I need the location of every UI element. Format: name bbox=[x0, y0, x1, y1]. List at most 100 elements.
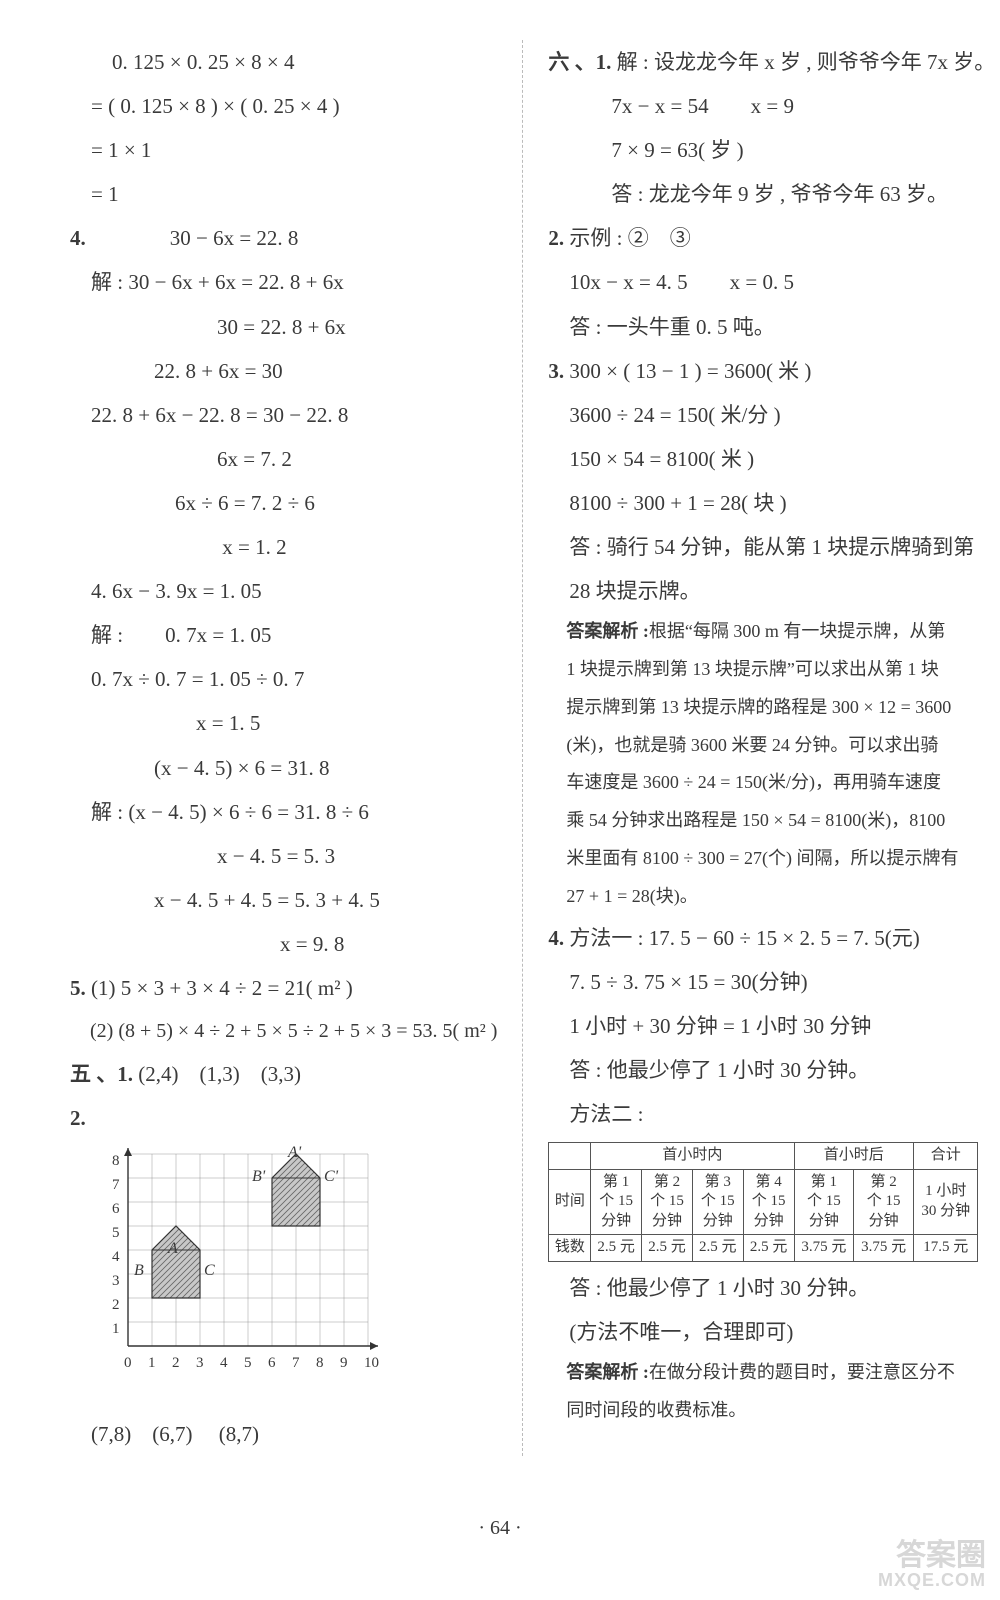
text: 车速度是 3600 ÷ 24 = 150(米/分)，再用骑车速度 bbox=[548, 764, 978, 802]
text: 方法一 : 17. 5 − 60 ÷ 15 × 2. 5 = 7. 5(元) bbox=[569, 926, 919, 950]
expr: 150 × 54 = 8100( 米 ) bbox=[548, 437, 978, 481]
expr: 解 : 0. 7x = 1. 05 bbox=[70, 613, 497, 657]
text: 在做分段计费的题目时，要注意区分不 bbox=[649, 1362, 955, 1382]
table-cell: 第 1 个 15 分钟 bbox=[794, 1169, 854, 1235]
expr: 22. 8 + 6x = 30 bbox=[70, 349, 497, 393]
row-label: 钱数 bbox=[549, 1235, 591, 1262]
expr: = 1 bbox=[70, 172, 497, 216]
table-cell: 2.5 元 bbox=[591, 1235, 642, 1262]
label-2: 2. bbox=[548, 226, 564, 250]
expr: 0. 125 × 0. 25 × 8 × 4 bbox=[70, 40, 497, 84]
text: 乘 54 分钟求出路程是 150 × 54 = 8100(米)，8100 bbox=[548, 802, 978, 840]
table-cell: 第 2 个 15 分钟 bbox=[854, 1169, 914, 1235]
q5: 5. (1) 5 × 3 + 3 × 4 ÷ 2 = 21( m² ) bbox=[70, 966, 497, 1010]
column-divider bbox=[522, 40, 523, 1456]
label-5: 5. bbox=[70, 976, 86, 1000]
table-row: 首小时内 首小时后 合计 bbox=[549, 1143, 978, 1170]
th-total: 合计 bbox=[914, 1143, 978, 1170]
label-4: 4. bbox=[548, 926, 564, 950]
expr: 7. 5 ÷ 3. 75 × 15 = 30(分钟) bbox=[548, 960, 978, 1004]
analysis: 答案解析 :根据“每隔 300 m 有一块提示牌，从第 bbox=[548, 613, 978, 651]
expr: 10x − x = 4. 5 x = 0. 5 bbox=[548, 260, 978, 304]
table-cell: 第 3 个 15 分钟 bbox=[692, 1169, 743, 1235]
analysis-label: 答案解析 : bbox=[548, 1362, 649, 1382]
page-number: · 64 · bbox=[0, 1517, 1000, 1540]
pt-C: C bbox=[204, 1254, 215, 1288]
label-sec6: 六 、1. bbox=[548, 50, 611, 74]
coords-text: (7,8) (6,7) (8,7) bbox=[91, 1422, 259, 1446]
label-4: 4. bbox=[70, 226, 86, 250]
expr: 8100 ÷ 300 + 1 = 28( 块 ) bbox=[548, 481, 978, 525]
answer: 答 : 一头牛重 0. 5 吨。 bbox=[548, 305, 978, 349]
table-cell: 3.75 元 bbox=[854, 1235, 914, 1262]
page: 0. 125 × 0. 25 × 8 × 4 = ( 0. 125 × 8 ) … bbox=[0, 0, 1000, 1476]
expr: 6x ÷ 6 = 7. 2 ÷ 6 bbox=[70, 481, 497, 525]
answer: 答 : 他最少停了 1 小时 30 分钟。 bbox=[548, 1048, 978, 1092]
table-cell: 2.5 元 bbox=[743, 1235, 794, 1262]
text: 示例 : ② ③ bbox=[569, 226, 690, 250]
left-column: 0. 125 × 0. 25 × 8 × 4 = ( 0. 125 × 8 ) … bbox=[70, 40, 497, 1456]
label-sec5: 五 、1. bbox=[70, 1062, 133, 1086]
expr: 3600 ÷ 24 = 150( 米/分 ) bbox=[548, 393, 978, 437]
answer: 答 : 他最少停了 1 小时 30 分钟。 bbox=[548, 1266, 978, 1310]
pricing-table: 首小时内 首小时后 合计 时间 第 1 个 15 分钟第 2 个 15 分钟第 … bbox=[548, 1142, 978, 1262]
table-row: 时间 第 1 个 15 分钟第 2 个 15 分钟第 3 个 15 分钟第 4 … bbox=[549, 1169, 978, 1235]
expr: 解 : 30 − 6x + 6x = 22. 8 + 6x bbox=[70, 260, 497, 304]
coords-answer: (7,8) (6,7) (8,7) bbox=[70, 1412, 497, 1456]
text: 27 + 1 = 28(块)。 bbox=[548, 878, 978, 916]
q2: 2. 示例 : ② ③ bbox=[548, 216, 978, 260]
answer: 答 : 龙龙今年 9 岁 , 爷爷今年 63 岁。 bbox=[548, 172, 978, 216]
note: (方法不唯一，合理即可) bbox=[548, 1310, 978, 1354]
table-cell: 2.5 元 bbox=[642, 1235, 693, 1262]
text: 提示牌到第 13 块提示牌的路程是 300 × 12 = 3600 bbox=[548, 689, 978, 727]
expr: 1 小时 + 30 分钟 = 1 小时 30 分钟 bbox=[548, 1004, 978, 1048]
pt-A: A bbox=[168, 1232, 178, 1266]
expr: (x − 4. 5) × 6 = 31. 8 bbox=[70, 746, 497, 790]
text: 解 : 设龙龙今年 x 岁 , 则爷爷今年 7x 岁。 bbox=[617, 50, 996, 74]
th-group1: 首小时内 bbox=[591, 1143, 794, 1170]
expr: = ( 0. 125 × 8 ) × ( 0. 25 × 4 ) bbox=[70, 84, 497, 128]
pt-Cp: C' bbox=[324, 1160, 338, 1194]
text: 米里面有 8100 ÷ 300 = 27(个) 间隔，所以提示牌有 bbox=[548, 840, 978, 878]
q3: 3. 300 × ( 13 − 1 ) = 3600( 米 ) bbox=[548, 349, 978, 393]
expr: = 1 × 1 bbox=[70, 128, 497, 172]
expr: 22. 8 + 6x − 22. 8 = 30 − 22. 8 bbox=[70, 393, 497, 437]
coordinate-chart: A B C A' B' C' 012345678910 12345678 bbox=[100, 1144, 380, 1404]
watermark: 答案圈 MXQE.COM bbox=[878, 1540, 986, 1590]
section-6: 六 、1. 解 : 设龙龙今年 x 岁 , 则爷爷今年 7x 岁。 bbox=[548, 40, 978, 84]
expr: 7 × 9 = 63( 岁 ) bbox=[548, 128, 978, 172]
text: 方法二 : bbox=[548, 1092, 978, 1136]
text: 同时间段的收费标准。 bbox=[548, 1392, 978, 1430]
expr: 300 × ( 13 − 1 ) = 3600( 米 ) bbox=[569, 359, 811, 383]
table-cell: 2.5 元 bbox=[692, 1235, 743, 1262]
analysis: 答案解析 :在做分段计费的题目时，要注意区分不 bbox=[548, 1354, 978, 1392]
table-cell: 17.5 元 bbox=[914, 1235, 978, 1262]
table-row: 钱数2.5 元2.5 元2.5 元2.5 元3.75 元3.75 元17.5 元 bbox=[549, 1235, 978, 1262]
answer: 答 : 骑行 54 分钟，能从第 1 块提示牌骑到第 bbox=[548, 525, 978, 569]
expr: (1) 5 × 3 + 3 × 4 ÷ 2 = 21( m² ) bbox=[91, 976, 353, 1000]
watermark-main: 答案圈 bbox=[896, 1539, 986, 1572]
expr: 解 : (x − 4. 5) × 6 ÷ 6 = 31. 8 ÷ 6 bbox=[70, 790, 497, 834]
th-group2: 首小时后 bbox=[794, 1143, 914, 1170]
pt-Bp: B' bbox=[252, 1160, 265, 1194]
expr: x = 1. 5 bbox=[70, 701, 497, 745]
coords: (2,4) (1,3) (3,3) bbox=[138, 1062, 301, 1086]
row-label: 时间 bbox=[549, 1169, 591, 1235]
expr: (2) (8 + 5) × 4 ÷ 2 + 5 × 5 ÷ 2 + 5 × 3 … bbox=[70, 1010, 497, 1052]
table-cell: 1 小时 30 分钟 bbox=[914, 1169, 978, 1235]
expr: 0. 7x ÷ 0. 7 = 1. 05 ÷ 0. 7 bbox=[70, 657, 497, 701]
pt-B: B bbox=[134, 1254, 144, 1288]
expr: 30 − 6x = 22. 8 bbox=[86, 226, 299, 250]
label-5-2: 2. bbox=[70, 1096, 497, 1140]
expr: x = 9. 8 bbox=[70, 922, 497, 966]
text: (米)，也就是骑 3600 米要 24 分钟。可以求出骑 bbox=[548, 727, 978, 765]
watermark-sub: MXQE.COM bbox=[878, 1571, 986, 1590]
text: 根据“每隔 300 m 有一块提示牌，从第 bbox=[649, 621, 946, 641]
table-cell: 第 4 个 15 分钟 bbox=[743, 1169, 794, 1235]
pt-Ap: A' bbox=[288, 1136, 301, 1170]
section-5: 五 、1. (2,4) (1,3) (3,3) bbox=[70, 1052, 497, 1096]
table-cell: 第 1 个 15 分钟 bbox=[591, 1169, 642, 1235]
expr: 4. 6x − 3. 9x = 1. 05 bbox=[70, 569, 497, 613]
right-column: 六 、1. 解 : 设龙龙今年 x 岁 , 则爷爷今年 7x 岁。 7x − x… bbox=[548, 40, 978, 1456]
q4: 4. 30 − 6x = 22. 8 bbox=[70, 216, 497, 260]
